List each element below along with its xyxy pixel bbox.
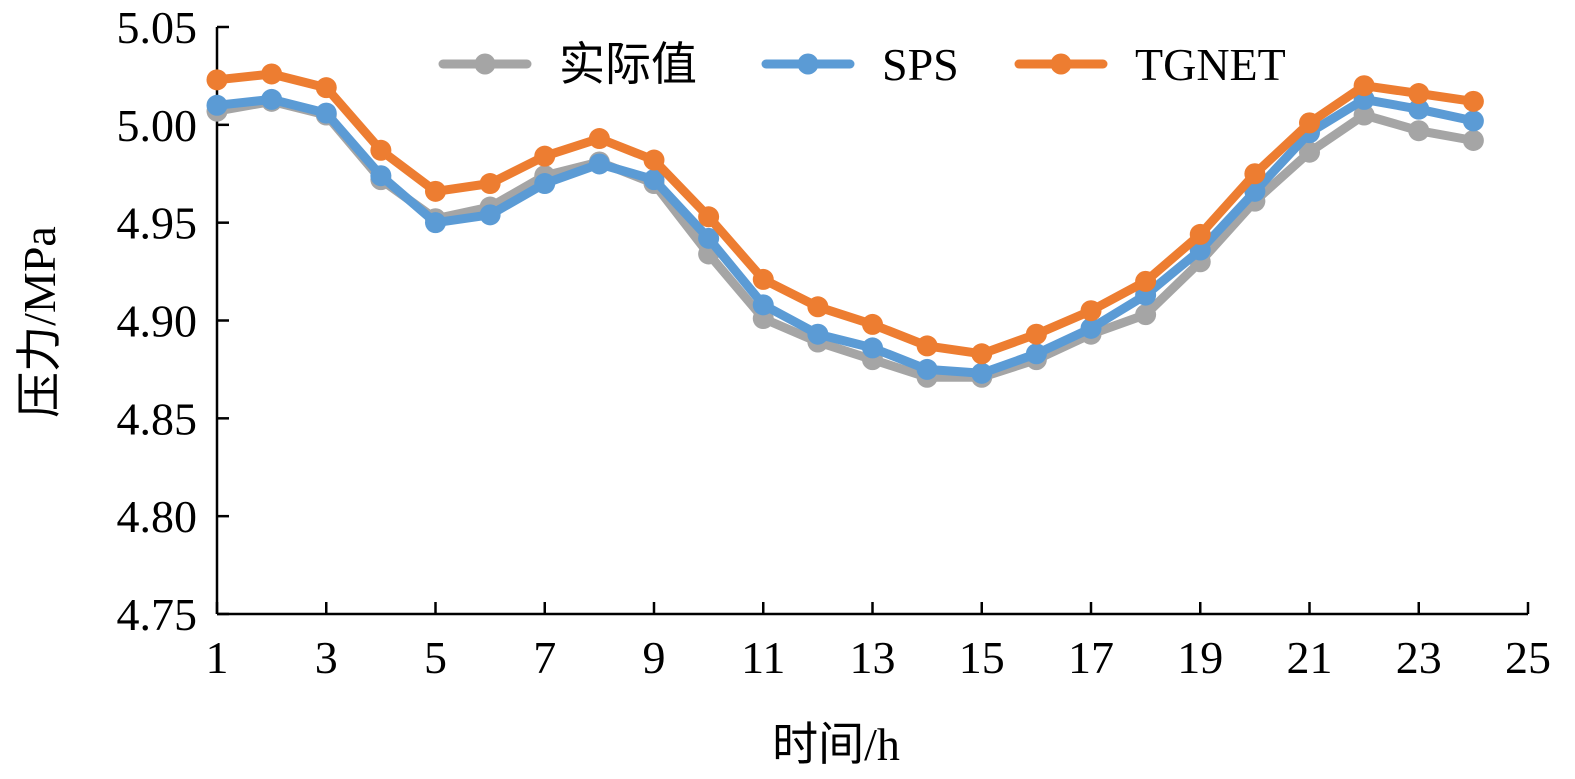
data-point: [1135, 304, 1157, 326]
data-point: [698, 206, 720, 228]
series-line: [212, 94, 1478, 378]
data-point: [1408, 98, 1430, 120]
data-point: [425, 212, 446, 234]
x-ticks: 1 3 5 7 9 11 13 15 17 19 21 23 25: [206, 602, 1551, 683]
legend-swatch-marker: [1050, 53, 1072, 75]
x-tick-label: 11: [741, 632, 785, 683]
series-line: [212, 69, 1478, 359]
x-tick-label: 25: [1505, 632, 1551, 683]
legend-label: SPS: [882, 39, 959, 90]
data-point: [916, 358, 938, 380]
data-point: [1025, 323, 1047, 345]
data-point: [862, 313, 883, 335]
data-point: [315, 102, 337, 124]
x-tick-label: 5: [424, 632, 447, 683]
data-point: [1462, 90, 1484, 112]
legend-swatch-marker: [797, 53, 819, 75]
y-axis-title: 压力/MPa: [14, 226, 65, 418]
data-point: [1299, 112, 1320, 134]
series-layer: [206, 63, 1484, 388]
data-point: [206, 69, 228, 91]
data-point: [1408, 120, 1430, 142]
data-point: [261, 63, 283, 85]
data-point: [1299, 141, 1320, 163]
x-tick-label: 3: [315, 632, 338, 683]
data-point: [752, 268, 774, 290]
data-point: [1462, 129, 1484, 151]
data-point: [862, 337, 883, 359]
y-tick-label: 5.00: [117, 100, 198, 151]
legend-label: 实际值: [559, 39, 697, 90]
data-point: [425, 180, 446, 202]
data-point: [1080, 300, 1102, 322]
x-tick-label: 17: [1068, 632, 1114, 683]
data-point: [971, 343, 993, 365]
data-point: [807, 296, 829, 318]
x-tick-label: 19: [1177, 632, 1223, 683]
y-tick-label: 5.05: [117, 2, 198, 53]
data-point: [534, 173, 556, 195]
x-tick-label: 23: [1396, 632, 1442, 683]
data-point: [971, 362, 993, 384]
x-tick-label: 7: [533, 632, 556, 683]
data-point: [807, 323, 829, 345]
legend: 实际值 SPS TGNET: [438, 39, 1286, 90]
y-tick-label: 4.95: [117, 198, 198, 249]
data-point: [1025, 343, 1047, 365]
data-point: [643, 169, 665, 191]
x-tick-label: 15: [959, 632, 1005, 683]
data-point: [261, 88, 283, 110]
data-point: [315, 77, 337, 99]
data-point: [1244, 163, 1266, 185]
y-tick-label: 4.75: [117, 589, 198, 640]
data-point: [370, 165, 392, 187]
data-point: [1080, 317, 1102, 339]
data-point: [479, 204, 501, 226]
legend-item-1: SPS: [761, 39, 959, 90]
data-point: [588, 153, 610, 175]
legend-item-2: TGNET: [1014, 39, 1286, 90]
data-point: [370, 139, 392, 161]
data-point: [1353, 104, 1375, 126]
y-tick-label: 4.80: [117, 491, 198, 542]
series-1: [206, 88, 1484, 384]
data-point: [1135, 270, 1157, 292]
data-point: [206, 94, 228, 116]
y-tick-label: 4.90: [117, 296, 198, 347]
y-ticks: 4.75 4.80 4.85 4.90 4.95 5.00 5.05: [117, 2, 229, 640]
data-point: [1408, 83, 1430, 105]
data-point: [752, 294, 774, 316]
data-point: [1353, 75, 1375, 97]
x-tick-label: 9: [643, 632, 666, 683]
data-point: [588, 128, 610, 150]
data-point: [1462, 110, 1484, 132]
legend-swatch-marker: [474, 53, 496, 75]
data-point: [1189, 223, 1211, 245]
x-tick-label: 13: [850, 632, 896, 683]
data-point: [916, 335, 938, 357]
data-point: [698, 227, 720, 249]
y-tick-label: 4.85: [117, 393, 198, 444]
x-axis-title: 时间/h: [772, 719, 900, 770]
x-tick-label: 21: [1287, 632, 1333, 683]
data-point: [479, 173, 501, 195]
x-tick-label: 1: [206, 632, 229, 683]
legend-label: TGNET: [1135, 39, 1286, 90]
data-point: [643, 149, 665, 171]
series-2: [206, 63, 1484, 365]
legend-item-0: 实际值: [438, 39, 697, 90]
data-point: [534, 145, 556, 167]
